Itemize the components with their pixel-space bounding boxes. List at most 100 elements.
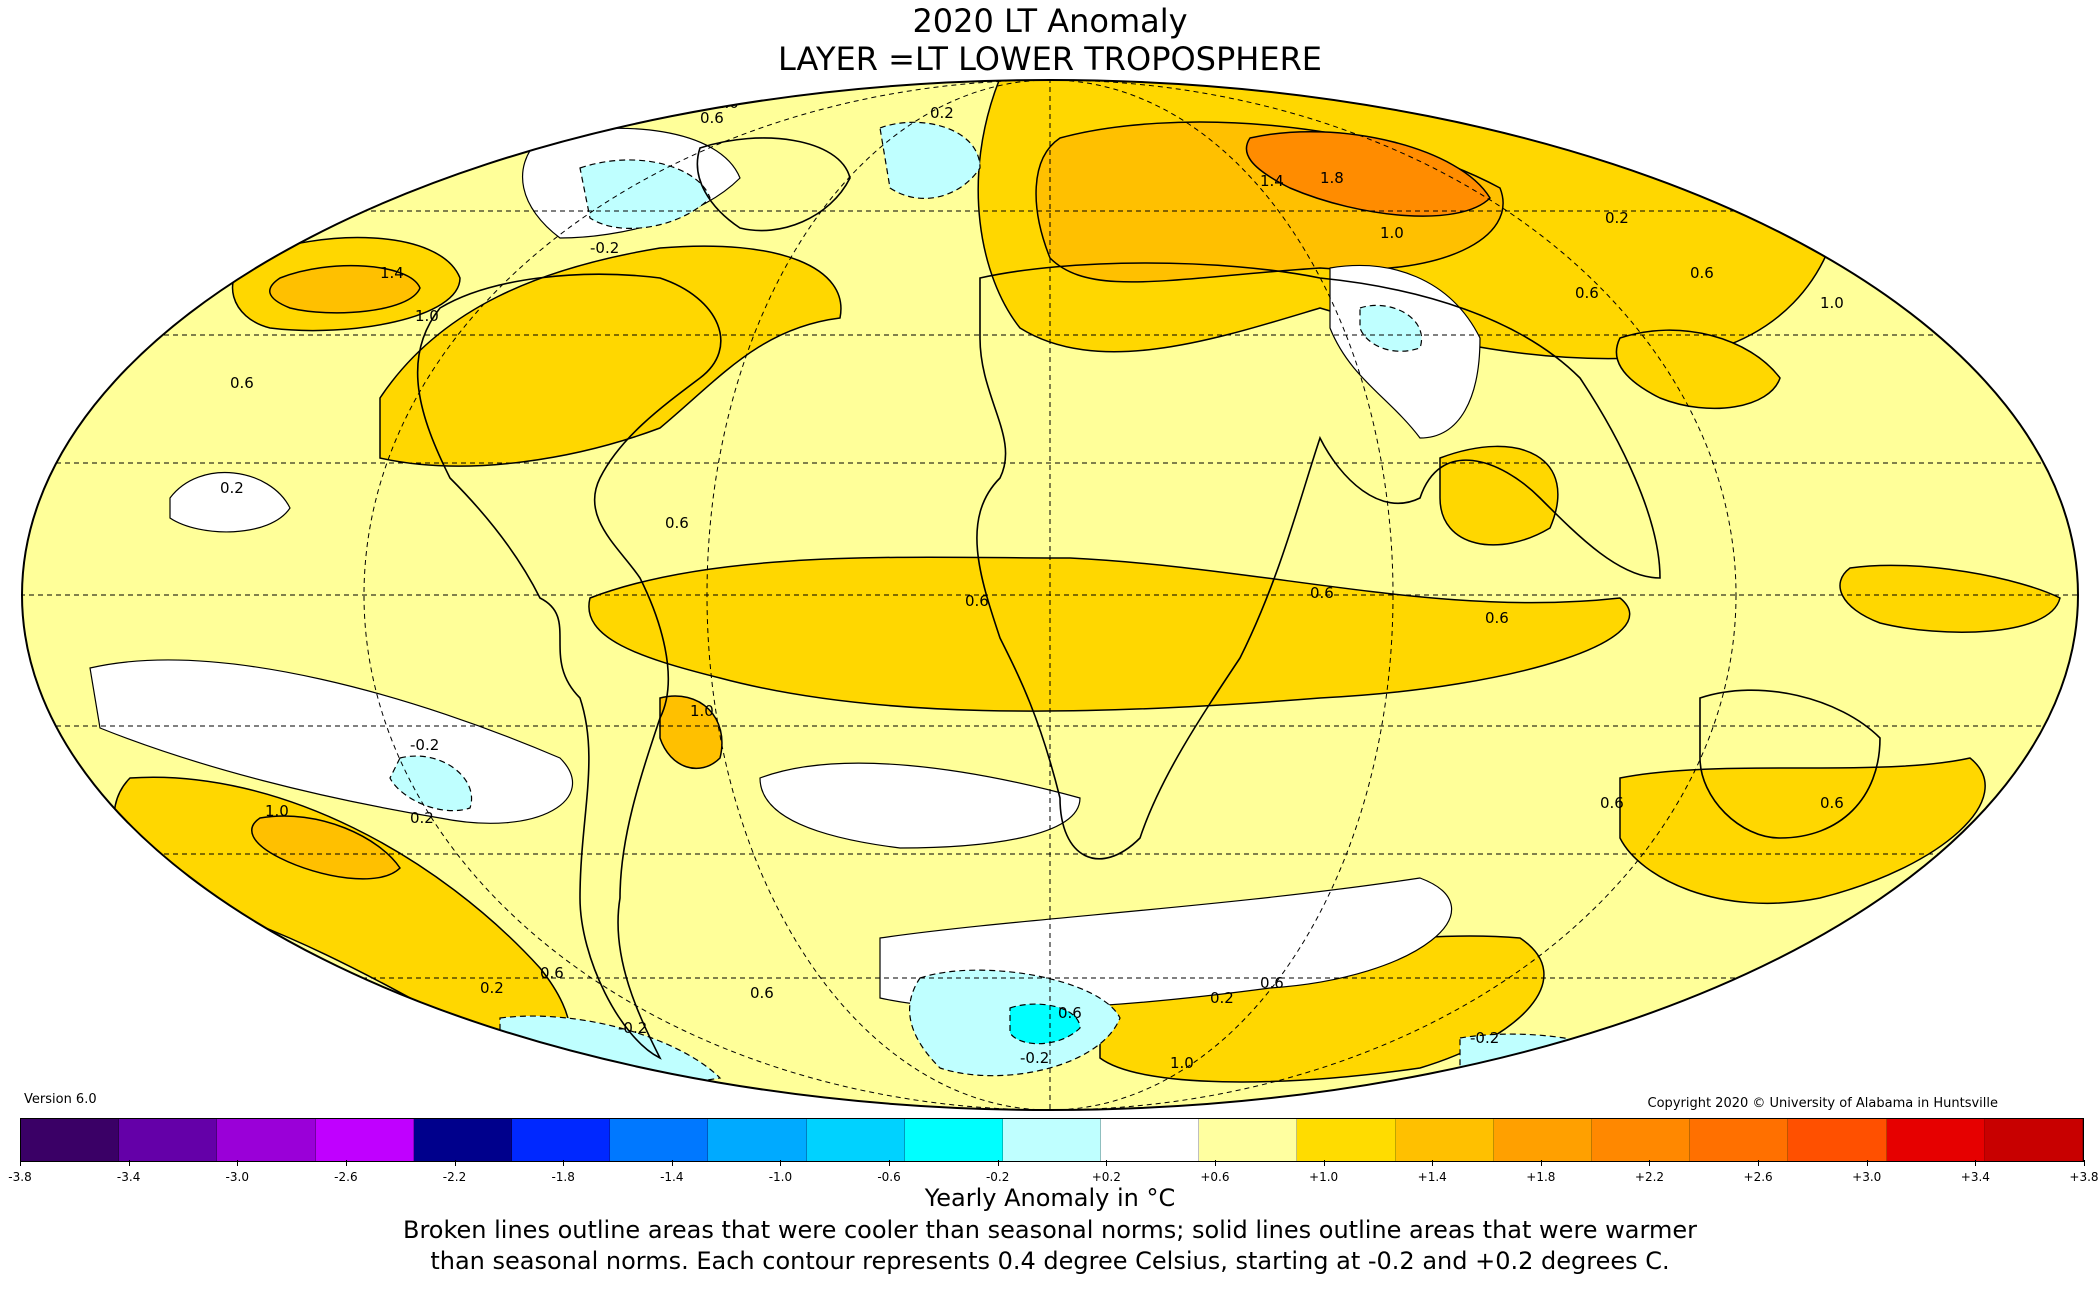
note-line-2: than seasonal norms. Each contour repres…	[430, 1247, 1670, 1275]
colorbar-tick	[563, 1160, 565, 1166]
contour-label: 0.6	[965, 592, 989, 610]
colorbar-tick	[1649, 1160, 1651, 1166]
colorbar-tick-label: +2.6	[1743, 1170, 1773, 1184]
anomaly-region	[169, 472, 291, 533]
colorbar-tick-label: -0.6	[877, 1170, 901, 1184]
anomaly-region	[1619, 757, 1986, 905]
colorbar-tick	[1106, 1160, 1108, 1166]
contour-label: 0.6	[1575, 284, 1599, 302]
colorbar-tick	[780, 1160, 782, 1166]
colorbar-tick-label: -0.2	[985, 1170, 1010, 1184]
anomaly-region	[1439, 445, 1559, 546]
contour-label: -0.2	[410, 736, 439, 754]
colorbar-tick-label: -1.0	[768, 1170, 793, 1184]
colorbar-swatch	[1493, 1119, 1592, 1161]
colorbar-tick-label: +3.4	[1960, 1170, 1990, 1184]
colorbar-tick-label: +1.0	[1309, 1170, 1339, 1184]
contour-label: -0.2	[1470, 1029, 1499, 1047]
colorbar-tick	[20, 1160, 21, 1166]
colorbar-tick-label: +3.0	[1852, 1170, 1882, 1184]
colorbar-swatch	[1984, 1119, 2083, 1161]
continent-outline	[416, 273, 722, 1060]
colorbar-swatch	[511, 1119, 611, 1161]
anomaly-region	[759, 762, 1081, 849]
anomaly-region	[1359, 304, 1423, 352]
colorbar	[20, 1118, 2084, 1162]
contour-label: 1.0	[1820, 294, 1844, 312]
contour-label: 0.2	[1605, 209, 1629, 227]
colorbar-tick-label: +3.8	[2069, 1170, 2099, 1184]
chart-subtitle: LAYER =LT LOWER TROPOSPHERE	[777, 40, 1323, 78]
colorbar-tick-label: +0.6	[1200, 1170, 1230, 1184]
contour-label: 0.6	[230, 374, 254, 392]
contour-label: 1.0	[415, 307, 439, 325]
continent-outline	[1699, 689, 1881, 839]
contour-label: 0.6	[1820, 794, 1844, 812]
anomaly-region	[251, 815, 401, 880]
colorbar-tick-label: -3.8	[8, 1170, 32, 1184]
colorbar-swatch	[904, 1119, 1003, 1161]
colorbar-tick	[997, 1160, 999, 1166]
contour-label: 0.2	[410, 809, 434, 827]
anomaly-region	[269, 264, 421, 314]
colorbar-ticks: -3.8 -3.4 -3.0 -2.6 -2.2 -1.8 -1.4 -1.0 -0.6 -0.2…	[8, 1160, 2099, 1190]
colorbar-tick	[454, 1160, 456, 1166]
contour-label: 0.2	[1210, 989, 1234, 1007]
contour-label: 1.0	[690, 702, 714, 720]
colorbar-tick-label: -1.8	[551, 1170, 575, 1184]
anomaly-region	[1245, 131, 1491, 217]
graticule-meridian	[706, 80, 1394, 1110]
colorbar-swatch	[1690, 1119, 1789, 1161]
copyright-label: Copyright 2020 © University of Alabama i…	[1647, 1096, 1998, 1111]
contour-label: 0.2	[930, 104, 954, 122]
colorbar-swatch	[315, 1119, 414, 1161]
graticule-meridian	[363, 80, 1737, 1110]
note-line-1: Broken lines outline areas that were coo…	[403, 1216, 1697, 1244]
colorbar-tick	[2084, 1160, 2085, 1166]
anomaly-region	[1009, 1003, 1081, 1045]
colorbar-tick-label: -3.4	[116, 1170, 141, 1184]
anomaly-region	[1615, 329, 1781, 410]
continent-outline	[696, 137, 851, 232]
contour-label: 1.0	[1380, 224, 1404, 242]
chart-title: 2020 LT Anomaly	[912, 2, 1188, 40]
colorbar-swatch	[1002, 1119, 1102, 1161]
colorbar-tick-label: -3.0	[225, 1170, 249, 1184]
colorbar-tick	[1866, 1160, 1868, 1166]
colorbar-swatch	[1101, 1119, 1200, 1161]
colorbar-swatch	[1788, 1119, 1887, 1161]
contour-label: 0.6	[700, 109, 724, 127]
colorbar-tick	[1432, 1160, 1434, 1166]
colorbar-unit-label: Yearly Anomaly in °C	[924, 1184, 1176, 1212]
anomaly-map: 1.0 0.6 0.2 0.6 1.4 1.8 1.0 0.2 0.6 0.6 …	[21, 79, 2079, 1111]
contour-label: -0.2	[618, 1019, 647, 1037]
colorbar-tick	[889, 1160, 891, 1166]
contour-label: 1.4	[1260, 172, 1284, 190]
contour-label: 0.6	[1600, 794, 1624, 812]
colorbar-swatch	[119, 1119, 218, 1161]
contour-label: 0.6	[1485, 609, 1509, 627]
colorbar-tick	[1758, 1160, 1760, 1166]
colorbar-tick-label: +0.2	[1091, 1170, 1121, 1184]
anomaly-region	[389, 755, 473, 812]
contour-label: 1.4	[380, 264, 404, 282]
anomaly-region	[1839, 564, 2061, 633]
anomaly-region	[379, 245, 842, 467]
colorbar-swatch	[610, 1119, 709, 1161]
colorbar-swatch	[217, 1119, 316, 1161]
colorbar-tick	[128, 1160, 130, 1166]
contour-label: 1.0	[1170, 1054, 1194, 1072]
colorbar-swatch	[806, 1119, 905, 1161]
contour-label: 0.6	[1058, 1004, 1082, 1022]
anomaly-region	[879, 121, 981, 199]
colorbar-swatch	[21, 1119, 120, 1161]
colorbar-tick	[1975, 1160, 1977, 1166]
contour-label: 1.8	[1320, 169, 1344, 187]
colorbar-tick	[671, 1160, 673, 1166]
colorbar-swatch	[1395, 1119, 1494, 1161]
colorbar-tick	[1323, 1160, 1325, 1166]
colorbar-swatch	[1199, 1119, 1298, 1161]
contour-label: -0.2	[1020, 1049, 1049, 1067]
colorbar-tick-label: +2.2	[1634, 1170, 1665, 1184]
colorbar-tick-label: -1.4	[660, 1170, 684, 1184]
